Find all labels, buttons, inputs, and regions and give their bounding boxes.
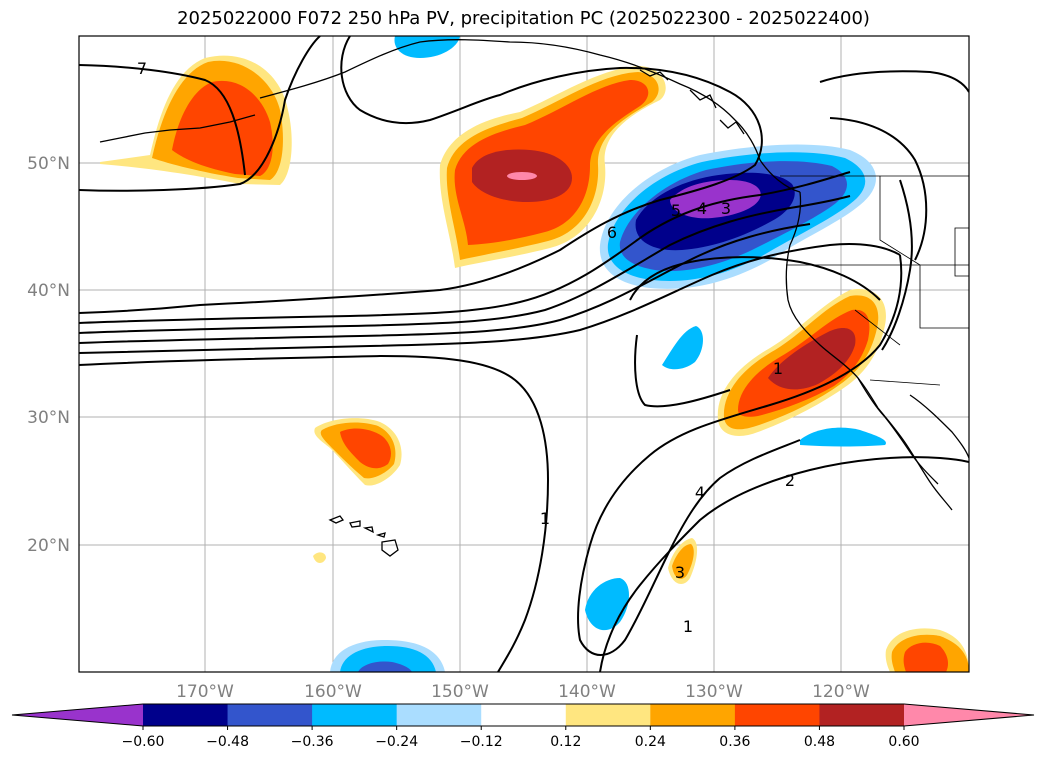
map-frame (78, 35, 970, 673)
lon-label: 170°W (176, 682, 234, 702)
colorbar-tick-label: −0.48 (206, 734, 249, 750)
colorbar-tick-label: 0.36 (719, 734, 750, 750)
contour-label: 1 (773, 359, 783, 378)
precip-negative-blob-small (662, 326, 704, 370)
colorbar-extend-min (12, 704, 143, 726)
colorbar-segment (481, 704, 567, 726)
colorbar-tick-label: 0.60 (888, 734, 919, 750)
lat-label: 40°N (27, 281, 70, 301)
lat-label: 20°N (27, 536, 70, 556)
map-title: 2025022000 F072 250 hPa PV, precipitatio… (177, 8, 870, 29)
pv-contours (79, 36, 969, 672)
precip-blob-aleutian (100, 55, 292, 186)
colorbar-segment (650, 704, 736, 726)
colorbar-segment (565, 704, 651, 726)
colorbar-segment (396, 704, 482, 726)
contour-label: 4 (697, 199, 707, 218)
precip-blob-subtropical (668, 538, 698, 584)
precip-blob-mexico (885, 628, 969, 672)
map-content: 7 6 5 4 3 1 1 2 4 3 1 (79, 36, 969, 672)
lon-label: 130°W (685, 682, 743, 702)
colorbar-tick-label: −0.24 (375, 734, 418, 750)
colorbar-tick-label: −0.60 (122, 734, 165, 750)
precip-negative-blob-bottom (330, 640, 445, 672)
lat-labels: 50°N 40°N 30°N 20°N (27, 154, 70, 556)
lon-label: 120°W (812, 682, 870, 702)
colorbar-tick-label: 0.24 (635, 734, 666, 750)
colorbar-tick-label: −0.12 (460, 734, 503, 750)
lon-labels: 170°W 160°W 150°W 140°W 130°W 120°W (176, 682, 870, 702)
lon-label: 140°W (558, 682, 616, 702)
lon-label: 150°W (431, 682, 489, 702)
precip-blob-gulf (439, 66, 666, 268)
colorbar-tick-label: 0.12 (550, 734, 581, 750)
colorbar-extend-max (904, 704, 1034, 726)
precip-negative-blob-baja (800, 427, 886, 447)
colorbar-segment (734, 704, 820, 726)
precip-blob-california (717, 289, 886, 436)
colorbar-segment (312, 704, 398, 726)
precip-blob-hawaii-north (314, 418, 402, 486)
coastlines (99, 39, 969, 557)
lat-label: 30°N (27, 408, 70, 428)
colorbar: −0.60 −0.48 −0.36 −0.24 −0.12 0.12 0.24 0.36 0.4… (11, 703, 1035, 750)
colorbar-tick-label: −0.36 (291, 734, 334, 750)
lon-label: 160°W (304, 682, 362, 702)
contour-label: 1 (683, 617, 693, 636)
contour-labels: 7 6 5 4 3 1 1 2 4 3 1 (137, 59, 795, 636)
colorbar-tick-label: 0.48 (804, 734, 835, 750)
contour-label: 4 (695, 483, 705, 502)
contour-label: 3 (675, 563, 685, 582)
colorbar-segment (819, 704, 905, 726)
contour-label: 6 (607, 223, 617, 242)
precip-blob-tiny (313, 552, 326, 563)
colorbar-segment (143, 704, 229, 726)
colorbar-segment (227, 704, 313, 726)
lat-label: 50°N (27, 154, 70, 174)
contour-label: 3 (721, 199, 731, 218)
contour-label: 2 (785, 471, 795, 490)
contour-label: 1 (540, 509, 550, 528)
contour-label: 7 (137, 59, 147, 78)
precip-negative-blob-north (394, 36, 460, 58)
contour-label: 5 (671, 201, 681, 220)
